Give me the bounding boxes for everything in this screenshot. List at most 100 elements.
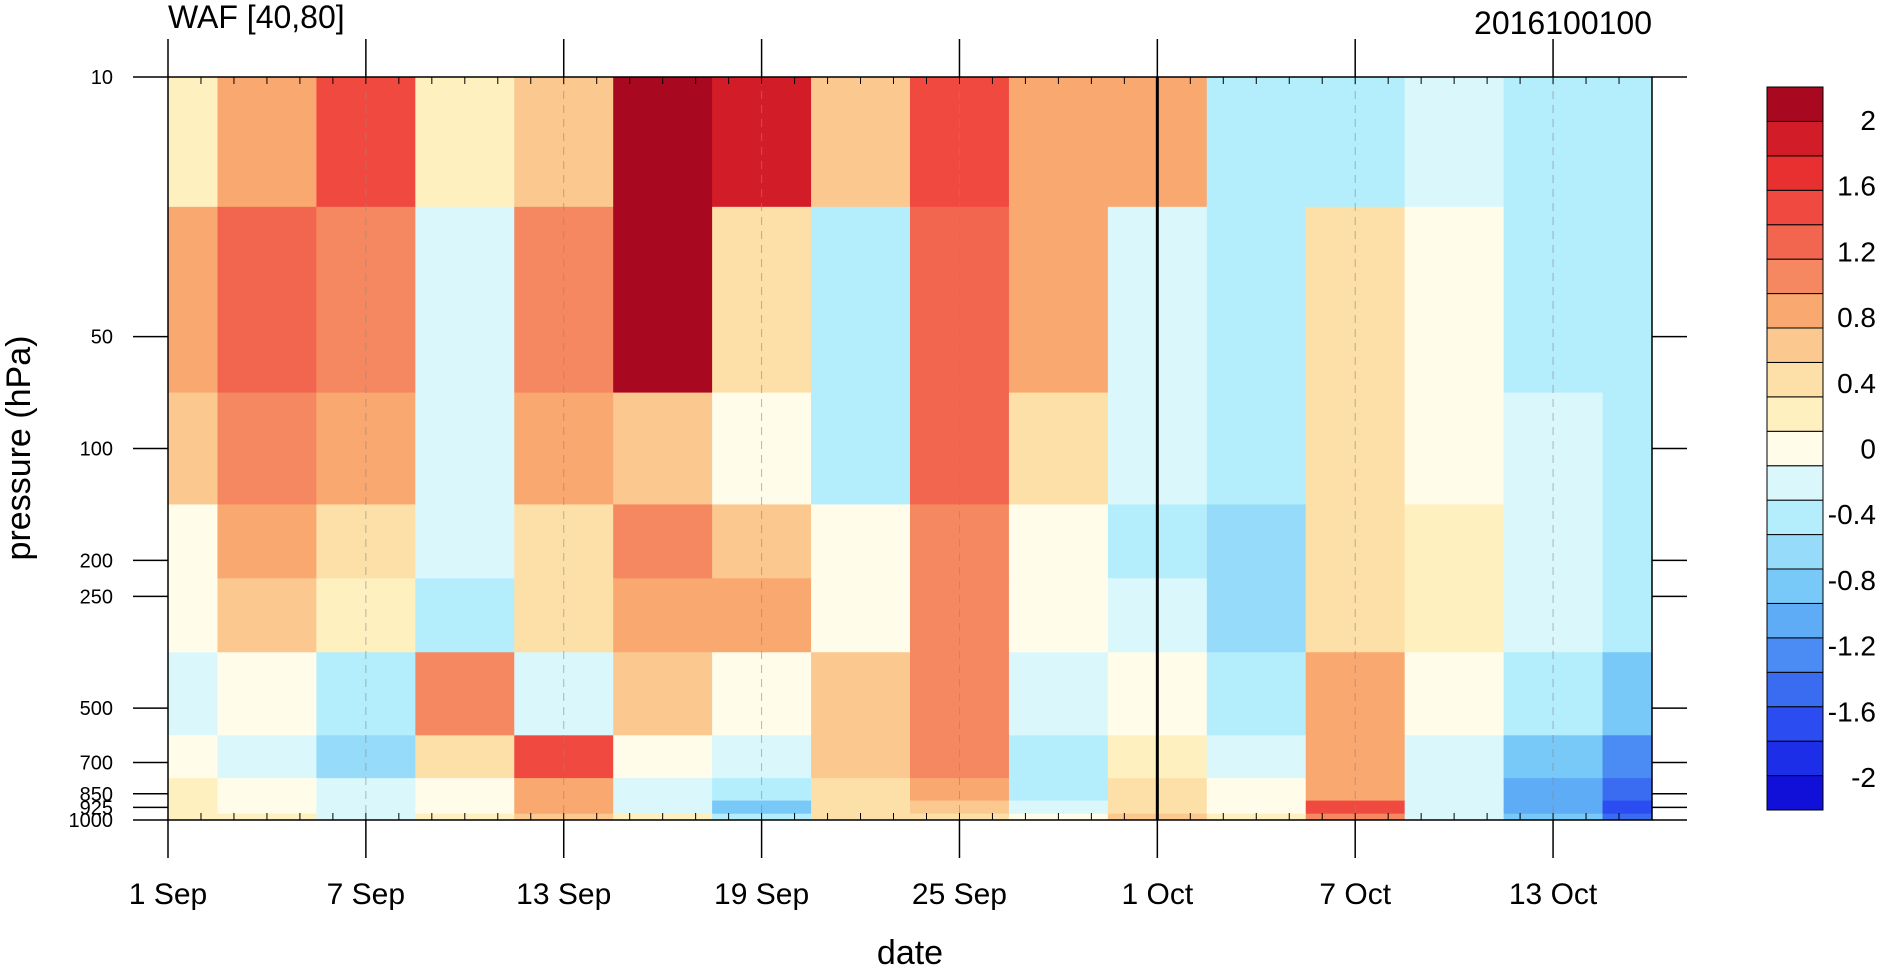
heatmap-cells [168, 77, 1652, 820]
heatmap-cell [415, 392, 515, 506]
heatmap-cell [1602, 800, 1652, 815]
heatmap-cell [811, 800, 911, 815]
heatmap-cell [168, 735, 219, 779]
colorbar-swatch [1766, 224, 1824, 260]
heatmap-cell [168, 778, 219, 802]
colorbar-label: -2 [1851, 762, 1876, 793]
heatmap-cell [1602, 813, 1652, 820]
colorbar-swatch [1766, 775, 1824, 811]
x-tick-label: 13 Oct [1509, 878, 1598, 911]
y-tick-label: 850 [80, 784, 113, 806]
x-tick-label: 7 Sep [327, 878, 405, 911]
heatmap-cell [1404, 504, 1505, 579]
colorbar-swatch [1766, 637, 1824, 673]
heatmap-cell [613, 800, 713, 815]
heatmap-cell [168, 206, 219, 394]
heatmap-cell [1008, 735, 1109, 779]
heatmap-cell [613, 206, 713, 394]
heatmap-cell [168, 504, 219, 579]
colorbar-label: 0 [1860, 434, 1876, 465]
heatmap-cell [1602, 735, 1652, 779]
colorbar-swatch [1766, 499, 1824, 536]
heatmap-cell [1305, 778, 1406, 802]
y-tick-label: 200 [80, 550, 113, 572]
heatmap-cell [1206, 206, 1307, 394]
heatmap-cell [415, 504, 515, 579]
heatmap-cell [1404, 778, 1505, 802]
heatmap-cell [217, 206, 317, 394]
heatmap-cell [217, 778, 317, 802]
colorbar-swatch [1766, 155, 1824, 191]
x-axis-label: date [877, 934, 943, 969]
heatmap-cell [217, 800, 317, 815]
heatmap-cell [415, 778, 515, 802]
heatmap-cell [415, 578, 515, 653]
colorbar-label: -0.8 [1828, 565, 1876, 596]
y-tick-label: 50 [91, 327, 113, 349]
x-tick-label: 13 Sep [516, 878, 611, 911]
heatmap-cell [1503, 778, 1604, 802]
colorbar-swatch [1766, 671, 1824, 708]
colorbar-swatch [1766, 740, 1824, 777]
colorbar-label: 2 [1860, 105, 1876, 136]
heatmap-cell [811, 392, 911, 506]
colorbar-swatch [1766, 293, 1824, 329]
heatmap-cell [415, 206, 515, 394]
heatmap-cell [168, 392, 219, 506]
heatmap-cell [613, 652, 713, 736]
x-tick-label: 1 Oct [1121, 878, 1193, 911]
chart-title-right: 2016100100 [1474, 5, 1652, 41]
colorbar-swatch [1766, 396, 1824, 432]
heatmap-cell [1008, 392, 1109, 506]
x-tick-label: 19 Sep [714, 878, 809, 911]
heatmap-cell [1602, 77, 1652, 208]
heatmap-cell [217, 652, 317, 736]
heatmap-cell [168, 813, 219, 820]
heatmap-cell [1206, 578, 1307, 653]
y-tick-label: 500 [80, 698, 113, 720]
heatmap-cell [613, 77, 713, 208]
heatmap-cell [1206, 652, 1307, 736]
heatmap-cell [1206, 800, 1307, 815]
y-tick-label: 1000 [69, 810, 114, 832]
heatmap-cell [1602, 392, 1652, 506]
heatmap-cell [811, 778, 911, 802]
heatmap-cell [613, 578, 713, 653]
y-tick-label: 250 [80, 586, 113, 608]
colorbar-swatch [1766, 706, 1824, 742]
heatmap-cell [1206, 504, 1307, 579]
colorbar-swatch [1766, 258, 1824, 295]
colorbar-swatch [1766, 465, 1824, 501]
y-tick-label: 10 [91, 67, 113, 89]
x-axis: 1 Sep 7 Sep 13 Sep 19 Sep 25 Sep 1 Oct 7 Oct 13… [129, 39, 1653, 911]
colorbar: 2 1.6 1.2 0.8 0.4 0 -0.4 -0.8 -1.2 -1.6 -2 [1766, 86, 1876, 811]
y-tick-label: 100 [80, 439, 113, 461]
heatmap-cell [316, 778, 416, 802]
heatmap-cell [1404, 77, 1505, 208]
heatmap-cell [1602, 778, 1652, 802]
heatmap-cell [217, 735, 317, 779]
colorbar-label: -0.4 [1828, 499, 1876, 530]
colorbar-swatch [1766, 602, 1824, 639]
heatmap-cell [1008, 77, 1109, 208]
heatmap-cell [1602, 206, 1652, 394]
heatmap-cell [1404, 652, 1505, 736]
y-tick-label: 700 [80, 752, 113, 774]
colorbar-swatch [1766, 120, 1824, 157]
heatmap-cell [613, 778, 713, 802]
colorbar-swatch [1766, 327, 1824, 363]
colorbar-label: 0.4 [1837, 368, 1876, 399]
heatmap-cell [217, 578, 317, 653]
heatmap-cell [811, 735, 911, 779]
colorbar-swatch [1766, 361, 1824, 398]
x-tick-label: 7 Oct [1319, 878, 1391, 911]
heatmap-cell [910, 778, 1010, 802]
heatmap-cell [415, 735, 515, 779]
heatmap-cell [168, 77, 219, 208]
colorbar-label: -1.6 [1828, 696, 1876, 727]
heatmap-cell [1008, 778, 1109, 802]
colorbar-swatch [1766, 86, 1824, 122]
heatmap-cell [168, 800, 219, 815]
heatmap-cell [1206, 392, 1307, 506]
colorbar-label: -1.2 [1828, 631, 1876, 662]
